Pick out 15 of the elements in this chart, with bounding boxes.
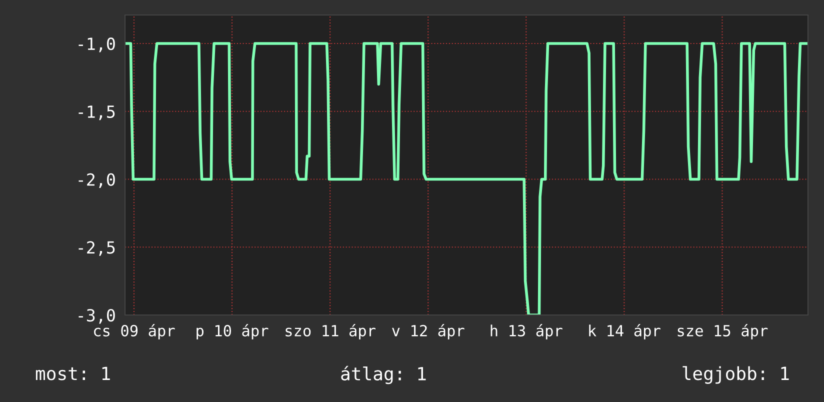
x-tick-label: h 13 ápr (490, 324, 562, 340)
x-tick-label: szo 11 ápr (286, 324, 376, 340)
y-tick-label: -1,5 (78, 106, 115, 120)
x-tick-label: sze 15 ápr (678, 324, 768, 340)
text: most: 1 (36, 366, 110, 380)
x-tick-label: k 14 ápr (589, 324, 660, 340)
text: átlag: 1 (341, 366, 426, 384)
x-tick-label: v 12 ápr (392, 324, 464, 340)
text: legjobb: 1 (682, 366, 789, 384)
x-tick-label: p 10 ápr (196, 324, 268, 340)
y-tick-label: -3,0 (78, 309, 115, 324)
y-tick-label: -1,0 (78, 38, 115, 52)
y-tick-label: -2,5 (78, 241, 115, 256)
y-tick-label: -2,0 (78, 173, 115, 188)
x-tick-label: cs 09 ápr (94, 324, 175, 340)
